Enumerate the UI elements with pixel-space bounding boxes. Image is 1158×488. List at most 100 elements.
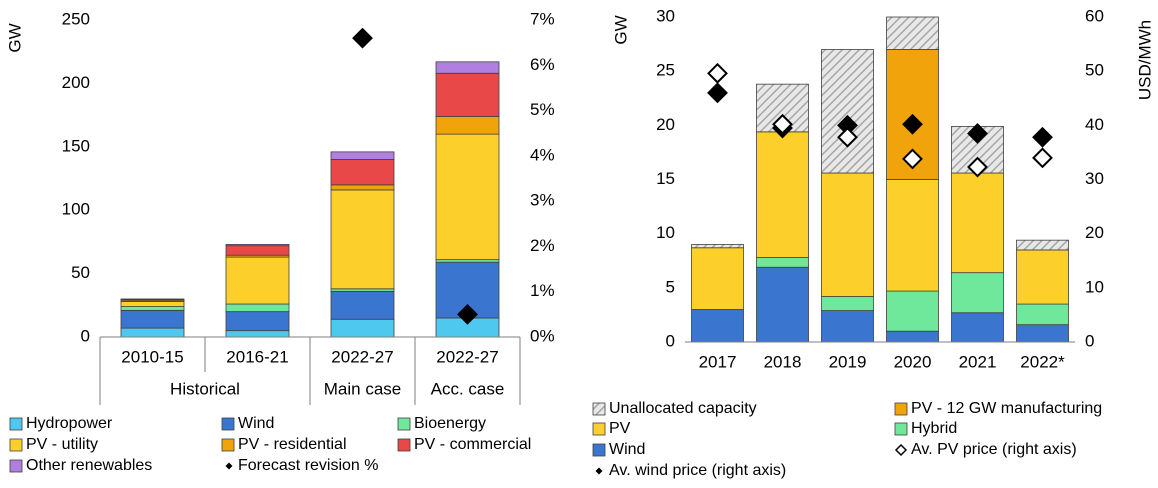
category-group-label: Acc. case [431,379,505,398]
y2-tick-label: 40 [1085,115,1104,134]
legend-label: Av. wind price (right axis) [609,462,786,479]
y2-tick-label: 5% [530,100,555,119]
marker [772,113,793,135]
y2-tick-label: 30 [1085,169,1104,188]
marker [837,126,858,148]
bar-segment [1016,303,1069,326]
y2-tick-label: 10 [1085,277,1104,296]
bar-segment [691,244,744,249]
bar-segment [120,306,185,311]
legend-label: Bioenergy [414,415,486,432]
y-tick-label: 100 [62,200,90,219]
marker [352,27,373,49]
y-tick-label: 50 [71,263,90,282]
y2-axis-label: USD/MWh [1135,20,1154,100]
y2-tick-label: 50 [1085,61,1104,80]
marker [1032,126,1053,148]
legend-label: Hydropower [26,415,113,432]
marker [1032,147,1053,169]
bar-segment [330,189,395,290]
bar-segment [225,330,290,338]
marker [902,113,923,135]
marker [457,303,478,325]
bar-segment [225,303,290,313]
x-tick-label: 2022* [1020,352,1065,371]
legend-label: PV - residential [238,436,347,453]
bar-segment [330,184,395,191]
bar-segment [951,272,1004,314]
legend-label: Unallocated capacity [609,400,757,417]
x-tick-label: 2021 [959,352,997,371]
legend-label: PV - 12 GW manufacturing [911,400,1102,417]
legend-label: Forecast revision % [238,457,379,474]
legend-marker [225,462,233,470]
bar-segment [120,309,185,329]
bar-segment [1016,249,1069,305]
legend-swatch [221,417,235,431]
y2-tick-label: 7% [530,9,555,28]
legend-swatch [9,459,23,473]
x-tick-label: 2018 [764,352,802,371]
y-tick-label: 0 [666,331,675,350]
marker [707,62,728,84]
y-tick-label: 30 [656,6,675,25]
legend-swatch [894,422,908,436]
y-tick-label: 15 [656,169,675,188]
legend-swatch [592,402,606,416]
x-tick-label: 2022-27 [436,347,498,366]
bar-segment [951,172,1004,274]
bar-segment [225,311,290,332]
legend-swatch [9,438,23,452]
marker [967,123,988,144]
y2-tick-label: 20 [1085,223,1104,242]
legend-swatch [397,438,411,452]
legend-label: PV - utility [26,436,98,453]
y2-tick-label: 2% [530,236,555,255]
legend-swatch [894,402,908,416]
x-tick-label: 2010-15 [121,347,183,366]
bar-segment [691,309,744,343]
legend-swatch [9,417,23,431]
y-axis-label: GW [611,15,630,44]
x-tick-label: 2017 [699,352,737,371]
legend-swatch [397,417,411,431]
x-tick-label: 2022-27 [331,347,393,366]
category-group-label: Main case [324,379,401,398]
legend-label: Wind [238,415,274,432]
y-tick-label: 20 [656,115,675,134]
bar-segment [330,318,395,338]
legend-label: Other renewables [26,457,152,474]
bar-segment [330,159,395,186]
legend-swatch [592,422,606,436]
legend-label: Hybrid [911,420,957,437]
category-group-label: Historical [170,379,240,398]
y2-tick-label: 60 [1085,6,1104,25]
bar-segment [821,310,874,343]
bar-segment [225,256,290,305]
bar-segment [886,290,939,332]
bar-segment [821,296,874,311]
y2-tick-label: 0 [1085,331,1094,350]
legend-label: Wind [609,441,645,458]
bar-segment [1016,239,1069,251]
y2-tick-label: 6% [530,55,555,74]
legend-label: PV [609,420,631,437]
bar-segment [120,298,185,300]
bar-segment [756,131,809,258]
bar-segment [1016,324,1069,343]
bar-segment [435,72,500,117]
bar-segment [821,49,874,174]
bar-segment [886,330,939,343]
bar-segment [691,247,744,310]
bar-segment [951,312,1004,343]
bar-segment [435,115,500,135]
x-tick-label: 2016-21 [226,347,288,366]
bar-segment [435,61,500,74]
bar-segment [120,327,185,338]
y-tick-label: 5 [666,277,675,296]
y-tick-label: 0 [81,326,90,345]
bar-segment [225,245,290,256]
legend-marker [894,443,908,457]
legend-swatch [592,443,606,457]
